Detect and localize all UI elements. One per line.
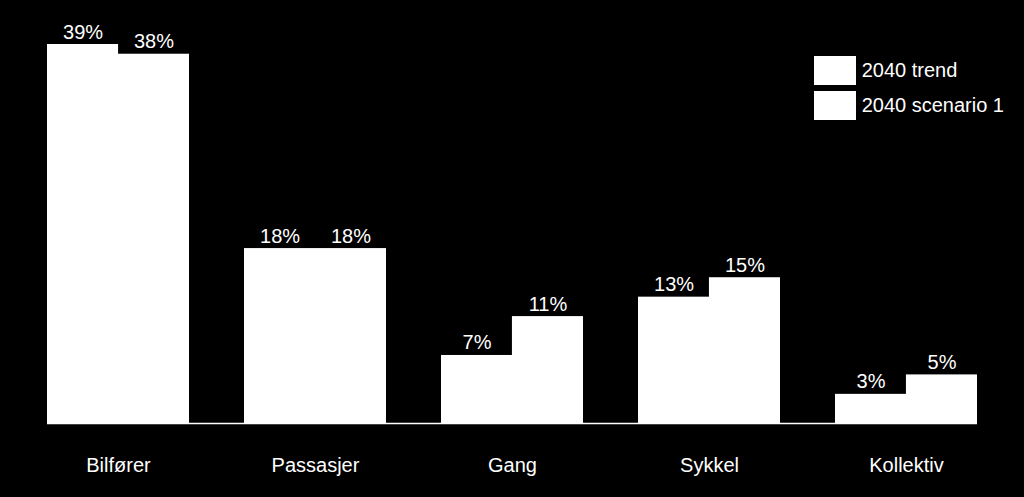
svg-text:18%: 18%: [331, 225, 371, 247]
svg-text:39%: 39%: [63, 21, 103, 43]
html-text:2040 trend: 2040 trend: [861, 59, 958, 81]
svg-text:Kollektiv: Kollektiv: [869, 454, 943, 476]
svg-text:5%: 5%: [928, 351, 957, 373]
svg-text:15%: 15%: [725, 254, 765, 276]
html-text:2040 scenario 1: 2040 scenario 1: [861, 94, 1004, 116]
svg-text:18%: 18%: [260, 225, 300, 247]
svg-text:11%: 11%: [529, 293, 568, 315]
svg-text:Sykkel: Sykkel: [680, 454, 739, 476]
svg-text:Bilfører: Bilfører: [86, 454, 151, 476]
svg-text:Gang: Gang: [488, 454, 537, 476]
svg-text:7%: 7%: [463, 331, 492, 353]
svg-text:38%: 38%: [134, 30, 174, 52]
svg-text:Passasjer: Passasjer: [272, 454, 360, 476]
svg-text:3%: 3%: [857, 370, 886, 392]
svg-text:13%: 13%: [654, 273, 694, 295]
